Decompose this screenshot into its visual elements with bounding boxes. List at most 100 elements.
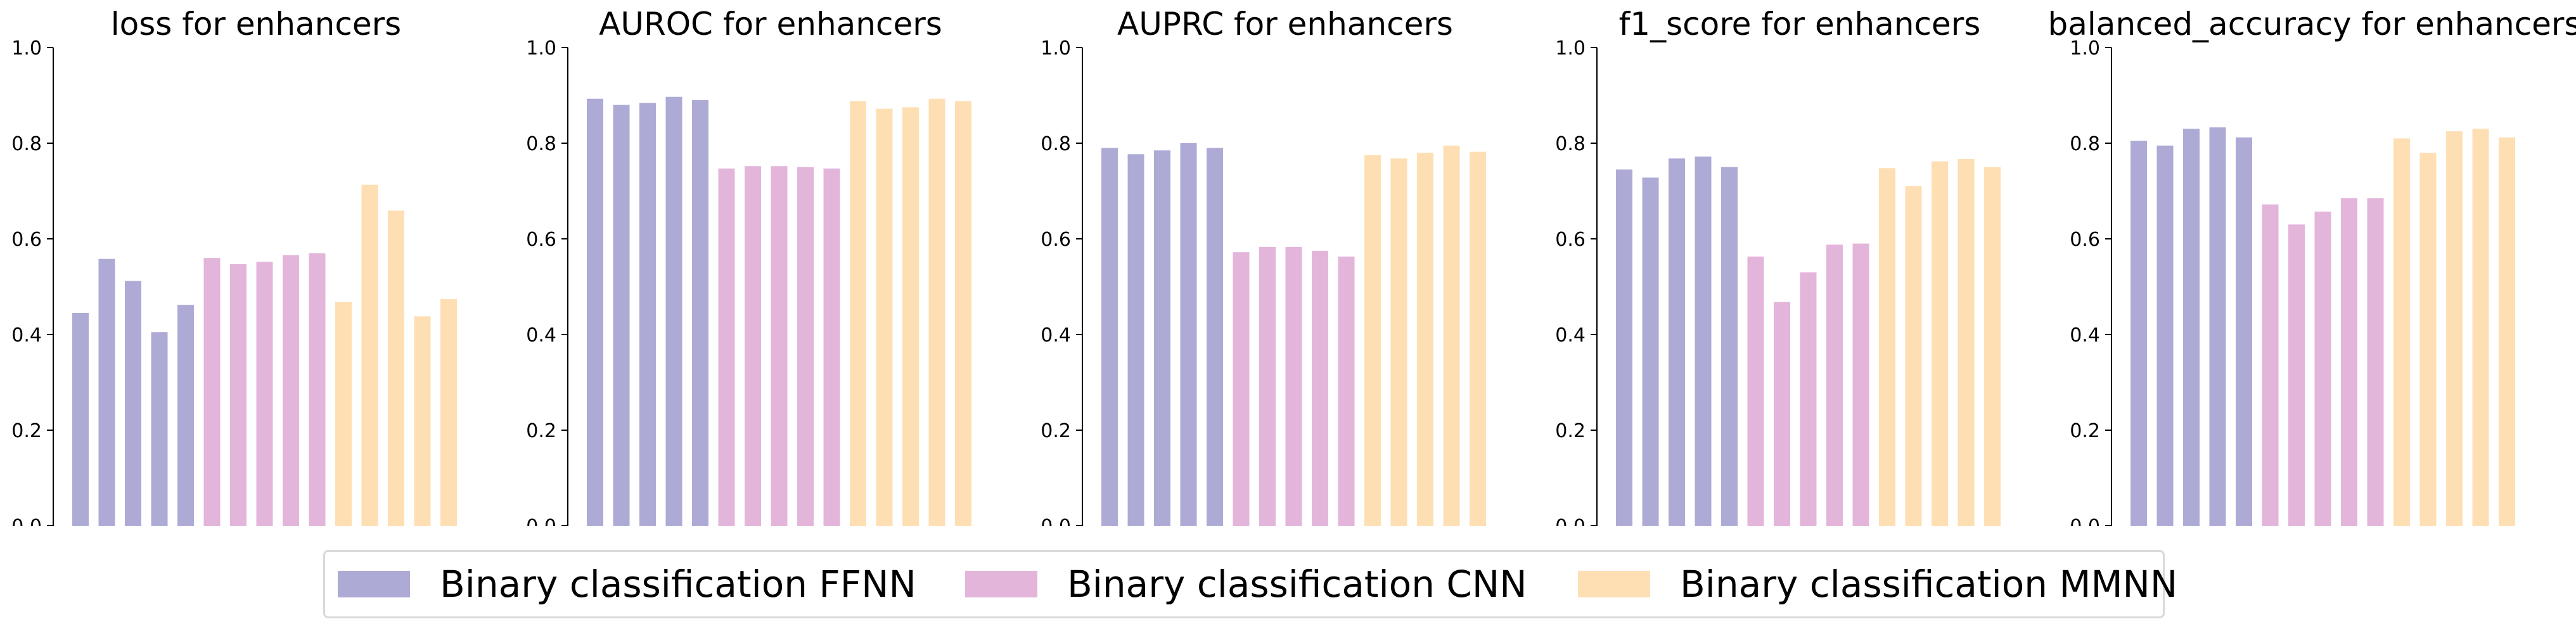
bar-mmnn <box>2446 131 2463 526</box>
y-tick-label: 0.0 <box>11 516 42 526</box>
bar-cnn <box>2262 204 2279 526</box>
bar-mmnn <box>361 184 378 526</box>
bar-ffnn <box>692 100 708 526</box>
bar-cnn <box>745 166 761 526</box>
bar-mmnn <box>955 101 971 526</box>
legend-item-ffnn: Binary classification FFNN <box>338 552 916 616</box>
y-tick-label: 0.0 <box>526 516 556 526</box>
bar-ffnn <box>665 96 682 526</box>
bar-mmnn <box>1364 155 1381 526</box>
bar-mmnn <box>1984 167 2001 526</box>
bar-ffnn <box>1154 150 1170 526</box>
bar-ffnn <box>1207 148 1223 526</box>
bar-cnn <box>309 253 326 526</box>
y-tick-label: 0.2 <box>1041 420 1071 442</box>
bar-cnn <box>718 169 735 526</box>
bar-ffnn <box>1669 158 1685 526</box>
bar-mmnn <box>1417 153 1433 526</box>
y-tick-label: 1.0 <box>2070 37 2100 60</box>
chart-title: loss for enhancers <box>111 6 401 42</box>
bar-cnn <box>283 255 299 526</box>
bar-ffnn <box>1642 177 1659 526</box>
bar-ffnn <box>2131 141 2147 526</box>
y-tick-label: 0.6 <box>1555 229 1586 251</box>
legend-swatch-mmnn <box>1578 571 1650 597</box>
bar-ffnn <box>177 305 194 526</box>
bar-mmnn <box>2419 153 2437 526</box>
legend-label-mmnn: Binary classification MMNN <box>1680 563 2178 606</box>
bar-ffnn <box>1695 156 1712 526</box>
legend-label-cnn: Binary classification CNN <box>1067 563 1527 606</box>
bar-mmnn <box>1470 151 1486 526</box>
y-tick-label: 0.8 <box>1041 133 1071 155</box>
y-tick-label: 1.0 <box>1555 37 1586 60</box>
bar-mmnn <box>440 299 457 526</box>
bar-mmnn <box>1879 168 1895 526</box>
y-tick-label: 0.2 <box>11 420 42 442</box>
bar-cnn <box>823 169 840 526</box>
bar-mmnn <box>1905 186 1922 526</box>
bar-ffnn <box>98 258 115 526</box>
bar-cnn <box>1774 302 1790 526</box>
y-tick-label: 0.4 <box>526 324 556 347</box>
bar-cnn <box>2314 211 2331 526</box>
bar-cnn <box>1338 256 1355 526</box>
y-tick-label: 1.0 <box>526 37 556 60</box>
y-tick-label: 0.6 <box>526 229 556 251</box>
bar-ffnn <box>587 98 603 526</box>
chart-panel-2: AUPRC for enhancers 0.0 0.2 0.4 0.6 0.8 1.0 <box>1041 6 1486 538</box>
y-tick-label: 0.6 <box>11 229 42 251</box>
bar-cnn <box>2341 198 2357 526</box>
bar-mmnn <box>1390 158 1407 526</box>
bar-ffnn <box>1180 143 1197 526</box>
bar-cnn <box>797 167 814 526</box>
y-tick-label: 0.8 <box>2070 133 2100 155</box>
bar-mmnn <box>335 302 352 526</box>
bar-cnn <box>1312 250 1328 526</box>
bar-ffnn <box>1616 169 1632 526</box>
bar-mmnn <box>1932 161 1948 526</box>
bar-ffnn <box>613 105 630 526</box>
bar-mmnn <box>414 316 431 526</box>
chart-panel-0: loss for enhancers 0.0 0.2 0.4 0.6 0.8 1.0 <box>11 6 457 538</box>
bar-ffnn <box>2209 127 2226 526</box>
bar-ffnn <box>151 332 168 526</box>
y-tick-label: 0.4 <box>1041 324 1071 347</box>
chart-panel-4: balanced_accuracy for enhancers 0.0 0.2 0.4… <box>2047 6 2576 538</box>
bar-mmnn <box>2499 137 2515 526</box>
bar-cnn <box>203 258 221 526</box>
y-tick-label: 0.0 <box>1041 516 1071 526</box>
bar-mmnn <box>1443 145 1460 526</box>
chart-title: AUPRC for enhancers <box>1117 6 1453 42</box>
bar-ffnn <box>125 281 141 526</box>
bar-mmnn <box>876 108 893 526</box>
bar-ffnn <box>639 103 656 526</box>
y-tick-label: 0.4 <box>11 324 42 347</box>
legend-item-cnn: Binary classification CNN <box>965 552 1527 616</box>
bar-cnn <box>1285 246 1302 526</box>
bar-cnn <box>2288 224 2305 526</box>
chart-title: balanced_accuracy for enhancers <box>2047 6 2576 42</box>
y-tick-label: 1.0 <box>1041 37 1071 60</box>
bar-cnn <box>1233 252 1250 526</box>
legend-swatch-cnn <box>965 571 1037 597</box>
bar-ffnn <box>2183 129 2200 526</box>
bar-cnn <box>771 166 788 526</box>
y-tick-label: 0.4 <box>2070 324 2100 347</box>
chart-panel-3: f1_score for enhancers 0.0 0.2 0.4 0.6 0.8 1.0 <box>1555 6 2001 538</box>
y-tick-label: 0.6 <box>2070 229 2100 251</box>
bar-ffnn <box>72 313 89 526</box>
bar-ffnn <box>2236 137 2252 526</box>
legend-swatch-ffnn <box>338 571 410 597</box>
bar-cnn <box>1259 246 1276 526</box>
bar-mmnn <box>388 210 404 526</box>
bar-mmnn <box>1958 158 1975 526</box>
bar-cnn <box>1800 272 1817 526</box>
legend-item-mmnn: Binary classification MMNN <box>1578 552 2177 616</box>
legend: Binary classification FFNN Binary classi… <box>323 550 2177 618</box>
y-tick-label: 0.0 <box>1555 516 1586 526</box>
y-tick-label: 0.8 <box>11 133 42 155</box>
y-tick-label: 0.2 <box>526 420 556 442</box>
y-tick-label: 0.4 <box>1555 324 1586 347</box>
